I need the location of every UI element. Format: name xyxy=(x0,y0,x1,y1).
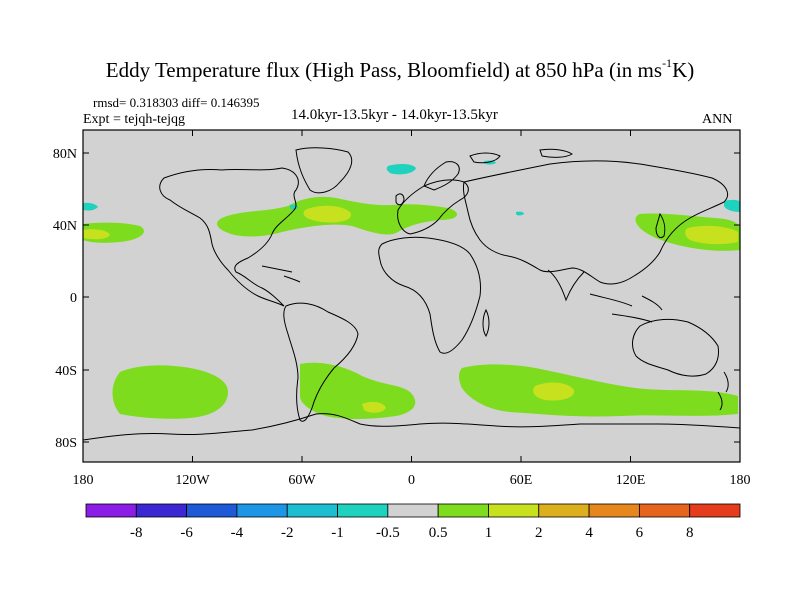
coast-india xyxy=(547,269,585,302)
colorbar-label: -0.5 xyxy=(376,525,400,541)
longitude-axis: 180 120W 60W 0 60E 120E 180 xyxy=(73,130,751,488)
contour-south-indian-core xyxy=(533,382,575,401)
colorbar-label: 8 xyxy=(686,525,694,541)
contour-negative-arctic-small xyxy=(484,160,496,165)
coast-caribbean xyxy=(261,265,301,283)
coast-indonesia xyxy=(589,293,663,323)
period-label: 14.0kyr-13.5kyr - 14.0kyr-13.5kyr xyxy=(291,107,498,123)
coast-greenland xyxy=(295,147,353,194)
coast-antarctica xyxy=(83,413,740,441)
coast-arctic-islands xyxy=(469,148,573,164)
colorbar-swatch xyxy=(488,503,540,518)
coast-uk xyxy=(395,193,405,206)
contour-negative-pacific-west xyxy=(83,202,98,211)
colorbar-label: -1 xyxy=(331,525,344,541)
contour-north-pacific-core xyxy=(685,225,738,245)
coast-new-zealand xyxy=(717,371,729,411)
lon-label: 180 xyxy=(730,473,751,488)
colorbar-label: 1 xyxy=(485,525,493,541)
contour-south-indian xyxy=(459,364,738,417)
lat-label: 40S xyxy=(55,364,77,379)
contour-negative-pacific-east xyxy=(724,199,740,212)
colorbar-swatch xyxy=(387,503,439,518)
lon-label: 120E xyxy=(616,473,646,488)
contour-south-atlantic xyxy=(300,362,416,419)
colorbar-swatch xyxy=(85,503,137,518)
colorbar-swatch xyxy=(286,503,338,518)
colorbar-label: -4 xyxy=(231,525,244,541)
colorbar-label: 4 xyxy=(585,525,593,541)
lon-label: 180 xyxy=(73,473,94,488)
colorbar-swatch xyxy=(135,503,188,518)
contour-south-tasman xyxy=(690,393,738,411)
colorbar-swatch xyxy=(236,503,288,518)
contour-pacific-west-edge-core xyxy=(83,229,110,240)
contour-south-pacific xyxy=(112,365,228,419)
colorbar-swatch xyxy=(337,503,389,518)
contour-negative-atlantic-small xyxy=(516,211,524,216)
coast-madagascar xyxy=(482,308,490,337)
lat-label: 40N xyxy=(53,219,77,234)
colorbar: -8 -6 -4 -2 -1 -0.5 0.5 1 2 4 6 8 xyxy=(85,503,741,541)
contour-north-atlantic-core xyxy=(303,205,351,223)
colorbar-swatch xyxy=(638,503,691,518)
title-suffix: K) xyxy=(672,58,695,82)
coast-japan xyxy=(655,212,666,239)
season-label: ANN xyxy=(702,112,733,127)
colorbar-swatch xyxy=(186,503,238,518)
lat-label: 80S xyxy=(55,436,77,451)
lon-label: 120W xyxy=(175,473,210,488)
plot-title: Eddy Temperature flux (High Pass, Bloomf… xyxy=(0,56,800,83)
contour-negative-arctic xyxy=(386,163,416,175)
colorbar-label: 2 xyxy=(535,525,543,541)
latitude-axis: 80N 40N 0 40S 80S xyxy=(53,147,740,451)
colorbar-label: -6 xyxy=(180,525,193,541)
stats-label: rmsd= 0.318303 diff= 0.146395 xyxy=(93,95,260,110)
colorbar-label: 0.5 xyxy=(429,525,448,541)
colorbar-label: -2 xyxy=(281,525,294,541)
colorbar-label: 6 xyxy=(636,525,644,541)
colorbar-swatch xyxy=(689,503,741,518)
coastlines xyxy=(83,147,740,441)
title-main: Eddy Temperature flux (High Pass, Bloomf… xyxy=(105,58,663,82)
lat-label: 0 xyxy=(70,291,77,306)
contour-south-atlantic-core xyxy=(362,401,386,413)
colorbar-swatch xyxy=(588,503,640,518)
lon-label: 0 xyxy=(408,473,415,488)
coast-australia xyxy=(632,318,719,377)
coast-south-america xyxy=(283,302,359,422)
colorbar-swatch xyxy=(437,503,489,518)
colorbar-label: -8 xyxy=(130,525,143,541)
experiment-label: Expt = tejqh-tejqg xyxy=(83,112,185,127)
lon-label: 60W xyxy=(288,473,316,488)
coast-asia xyxy=(463,160,728,285)
lon-label: 60E xyxy=(510,473,533,488)
map-field xyxy=(83,130,740,462)
lat-label: 80N xyxy=(53,147,77,162)
coast-scandinavia xyxy=(423,161,460,191)
colorbar-swatch xyxy=(538,503,590,518)
coast-north-america xyxy=(159,167,299,307)
coast-africa xyxy=(378,236,481,354)
title-superscript: -1 xyxy=(662,56,673,70)
